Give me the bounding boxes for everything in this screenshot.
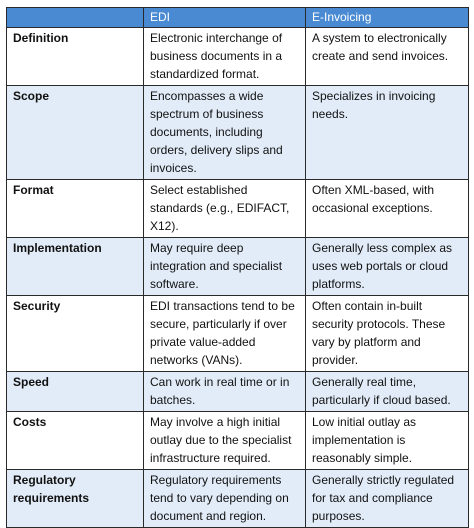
- header-edi: EDI: [143, 7, 306, 28]
- e-invoicing-cell: Low initial outlay as implementation is …: [305, 411, 469, 470]
- table-row: Regulatory requirements Regulatory requi…: [6, 469, 469, 528]
- e-invoicing-cell: Often contain in-built security protocol…: [305, 295, 469, 372]
- row-label: Speed: [6, 371, 144, 412]
- e-invoicing-cell: Specializes in invoicing needs.: [305, 85, 469, 180]
- row-label: Format: [6, 179, 144, 238]
- table-row: Security EDI transactions tend to be sec…: [6, 295, 469, 372]
- row-label: Security: [6, 295, 144, 372]
- row-label: Implementation: [6, 237, 144, 296]
- e-invoicing-cell: Generally strictly regulated for tax and…: [305, 469, 469, 528]
- header-e-invoicing: E-Invoicing: [305, 7, 469, 28]
- edi-cell: Electronic interchange of business docum…: [143, 27, 306, 86]
- row-label: Definition: [6, 27, 144, 86]
- edi-cell: Encompasses a wide spectrum of business …: [143, 85, 306, 180]
- e-invoicing-cell: A system to electronically create and se…: [305, 27, 469, 86]
- e-invoicing-cell: Often XML-based, with occasional excepti…: [305, 179, 469, 238]
- edi-cell: May require deep integration and special…: [143, 237, 306, 296]
- e-invoicing-cell: Generally less complex as uses web porta…: [305, 237, 469, 296]
- row-label: Costs: [6, 411, 144, 470]
- header-row: EDI E-Invoicing: [6, 7, 469, 28]
- comparison-table: EDI E-Invoicing Definition Electronic in…: [6, 7, 469, 528]
- table-row: Costs May involve a high initial outlay …: [6, 411, 469, 470]
- table-row: Implementation May require deep integrat…: [6, 237, 469, 296]
- e-invoicing-cell: Generally real time, particularly if clo…: [305, 371, 469, 412]
- row-label: Regulatory requirements: [6, 469, 144, 528]
- table-row: Definition Electronic interchange of bus…: [6, 27, 469, 86]
- edi-cell: May involve a high initial outlay due to…: [143, 411, 306, 470]
- edi-cell: Select established standards (e.g., EDIF…: [143, 179, 306, 238]
- row-label: Scope: [6, 85, 144, 180]
- table-row: Scope Encompasses a wide spectrum of bus…: [6, 85, 469, 180]
- edi-cell: Regulatory requirements tend to vary dep…: [143, 469, 306, 528]
- table-row: Format Select established standards (e.g…: [6, 179, 469, 238]
- header-empty-cell: [6, 7, 144, 28]
- edi-cell: Can work in real time or in batches.: [143, 371, 306, 412]
- table-row: Speed Can work in real time or in batche…: [6, 371, 469, 412]
- edi-cell: EDI transactions tend to be secure, part…: [143, 295, 306, 372]
